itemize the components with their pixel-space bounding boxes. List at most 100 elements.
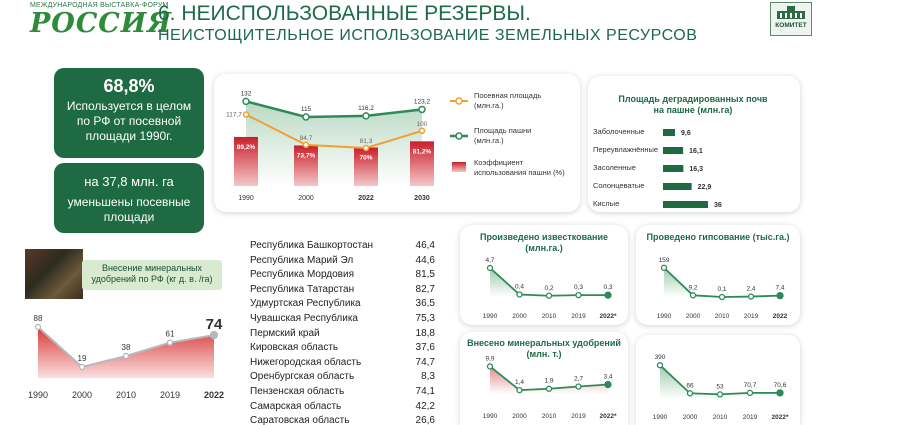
sown-label: 117,7 [226,112,242,119]
area-fill [38,326,214,378]
data-point [686,390,694,397]
region-row: Пензенская область 74,1 [250,386,435,397]
data-point [516,386,523,394]
data-label: 66 [686,382,694,389]
area-fill [490,267,608,297]
arable-point [362,112,370,120]
data-point [209,330,219,340]
x-tick-label: 1990 [483,313,498,320]
region-row: Удмуртская Республика 36,5 [250,298,435,309]
lime-card: Произведено известкование (млн.га.) 4,7 1… [460,225,628,325]
region-value: 46,4 [415,240,435,251]
usage-bar [410,141,434,186]
arable-label: 115 [301,106,312,113]
region-name: Пермский край [250,327,320,339]
x-tick-label: 2022 [358,195,374,202]
degraded-value: 16,3 [689,166,703,173]
data-point [486,363,494,370]
building-icon [777,6,805,19]
data-label: 2,4 [746,286,755,293]
legend-bar-swatch [452,162,466,172]
gypsum-chart: 159 1990 9,2 2000 0,1 2010 2,4 2019 7,4 2022 [657,257,788,320]
data-point [746,389,754,397]
x-tick-label: 2019 [743,414,758,421]
fert-tonnes-title: Внесено минеральных удобрений (млн. т.) [467,338,621,359]
data-point [122,352,130,360]
sown-point [302,141,310,149]
degraded-title: Площадь деградированных почв на пашне (м… [618,94,768,115]
data-point [718,293,726,301]
data-label: 1,9 [544,378,553,385]
data-label: 70,6 [774,382,787,389]
sown-point [418,127,426,135]
region-value: 75,3 [415,313,435,324]
legend-arable-marker [455,132,463,140]
degraded-value: 16,1 [689,148,703,155]
x-tick-label: 1990 [657,313,672,320]
data-label: 9,9 [485,355,494,362]
x-tick-label: 1990 [28,390,48,400]
region-name: Республика Марий Эл [250,254,354,266]
region-row: Чувашская Республика 75,3 [250,313,435,324]
region-name: Пензенская область [250,386,345,397]
region-value: 44,6 [415,254,435,266]
data-label: 159 [659,257,670,264]
fert-tonnes-card: Внесено минеральных удобрений (млн. т.) … [460,332,628,425]
fert-unknown-card: 390 1990 66 2000 53 2010 70,7 2019 70,6 2022* [636,335,800,425]
data-label: 9,2 [688,284,697,291]
x-tick-label: 2022 [773,313,788,320]
usage-bar [234,136,258,186]
region-name: Республика Башкортостан [250,240,374,251]
x-tick-label: 2019 [160,390,180,400]
arable-line [245,100,423,119]
data-label: 61 [166,330,175,339]
region-row: Республика Мордовия 81,5 [250,269,435,280]
page-subtitle: НЕИСТОЩИТЕЛЬНОЕ ИСПОЛЬЗОВАНИЕ ЗЕМЕЛЬНЫХ … [158,27,698,44]
data-point [78,363,86,371]
region-value: 36,5 [415,298,435,310]
land-use-card: 89,2% 73,7% 70% 81,2% 132 115 116,2 123,2 117,7 8… [214,74,580,212]
data-label: 74 [206,316,223,333]
arable-area-fill [246,101,422,186]
region-value: 82,7 [415,283,435,295]
data-point [516,291,523,298]
lime-title: Произведено известкование (млн.га.) [479,232,609,253]
sown-label: 100 [417,121,428,128]
committee-label: КОМИТЕТ [775,22,807,29]
data-point [545,385,553,392]
sown-line [245,113,423,150]
x-tick-label: 2022* [600,313,617,320]
data-label: 88 [34,314,43,323]
x-tick-label: 2022* [772,414,789,421]
data-point [747,293,755,300]
legend-arable-text: Площадь пашни (млн.га.) [474,126,531,145]
x-tick-label: 2022* [600,413,617,420]
usage-bar [354,147,378,186]
degraded-bar [663,147,684,154]
sown-label: 81,3 [360,138,373,145]
data-label: 0,2 [544,285,553,292]
x-tick-label: 1990 [483,413,498,420]
arable-point [242,97,250,106]
data-label: 7,4 [775,285,784,292]
degraded-bar [663,129,675,136]
region-value: 42,2 [415,400,435,412]
degraded-bar [663,201,708,208]
data-label: 2,7 [574,375,583,382]
data-point [660,264,668,271]
data-label: 4,7 [485,257,494,264]
region-name: Республика Татарстан [250,283,355,295]
data-point [716,391,724,398]
x-tick-label: 2010 [116,390,136,400]
fert-tonnes-chart: 9,9 1990 1,4 2000 1,9 2010 2,7 2019 3,4 2022* [483,355,617,420]
region-row: Республика Татарстан 82,7 [250,284,435,295]
data-point [776,291,784,300]
degraded-bar [663,183,692,190]
mineral-kg-chart: 88 1990 19 2000 38 2010 61 2019 74 2022 [28,314,224,400]
data-point [486,264,494,272]
x-tick-label: 1990 [238,195,254,202]
region-row: Республика Марий Эл 44,6 [250,255,435,266]
usage-bar [294,145,318,186]
region-value: 37,6 [415,342,435,354]
gypsum-title: Проведено гипсование (тыс.га.) [646,232,790,242]
